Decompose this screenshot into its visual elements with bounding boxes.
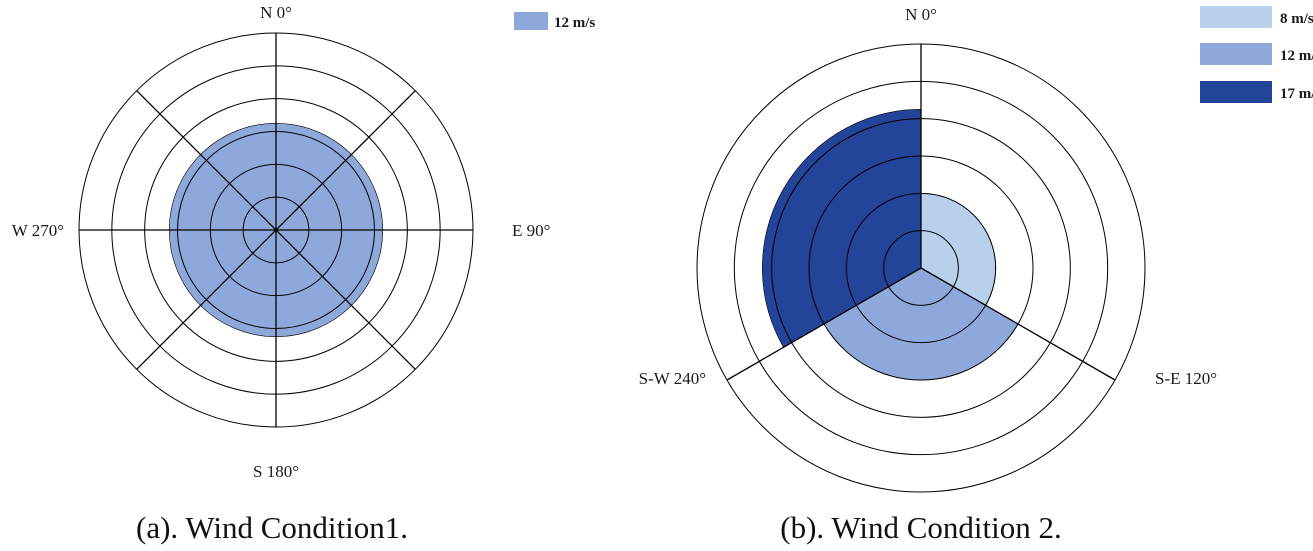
grid-spoke: [920, 267, 1116, 381]
legend-swatch: [514, 12, 548, 30]
legend-swatch: [1200, 6, 1272, 28]
panel-a-direction-label: N 0°: [260, 3, 292, 22]
legend-swatch: [1200, 43, 1272, 65]
panel-b-legend: 8 m/s 12 m/s 17 m/s: [1200, 6, 1313, 103]
grid-spoke: [726, 267, 922, 381]
legend-label: 8 m/s: [1280, 11, 1313, 27]
legend-swatch: [1200, 81, 1272, 103]
legend-label: 17 m/s: [1280, 86, 1313, 102]
grid-spoke: [136, 90, 277, 231]
panel-a-direction-label: E 90°: [512, 221, 550, 240]
panel-a-legend: 12 m/s: [514, 12, 595, 31]
panel-a: N 0° E 90° S 180° W 270° 12 m/s (a). Win…: [12, 3, 596, 545]
legend-label: 12 m/s: [554, 15, 595, 31]
panel-b-caption: (b). Wind Condition 2.: [780, 510, 1061, 545]
panel-a-direction-label: W 270°: [12, 221, 64, 240]
panel-a-caption: (a). Wind Condition1.: [136, 510, 408, 545]
panel-a-spokes: [79, 33, 473, 427]
panel-b-direction-label: S-W 240°: [639, 369, 706, 388]
panel-b-direction-label: N 0°: [905, 5, 937, 24]
grid-spoke: [275, 90, 416, 231]
wind-sector: [762, 109, 922, 348]
grid-spoke: [275, 229, 416, 370]
grid-spoke: [136, 229, 277, 370]
panel-b-direction-label: S-E 120°: [1155, 369, 1217, 388]
panel-b-spokes: [726, 44, 1116, 381]
panel-b: N 0° S-E 120° S-W 240° 8 m/s 12 m/s 17 m…: [639, 5, 1313, 545]
panel-a-direction-label: S 180°: [253, 462, 299, 481]
panel-b-sectors: [762, 109, 1019, 381]
legend-label: 12 m/s: [1280, 48, 1313, 64]
